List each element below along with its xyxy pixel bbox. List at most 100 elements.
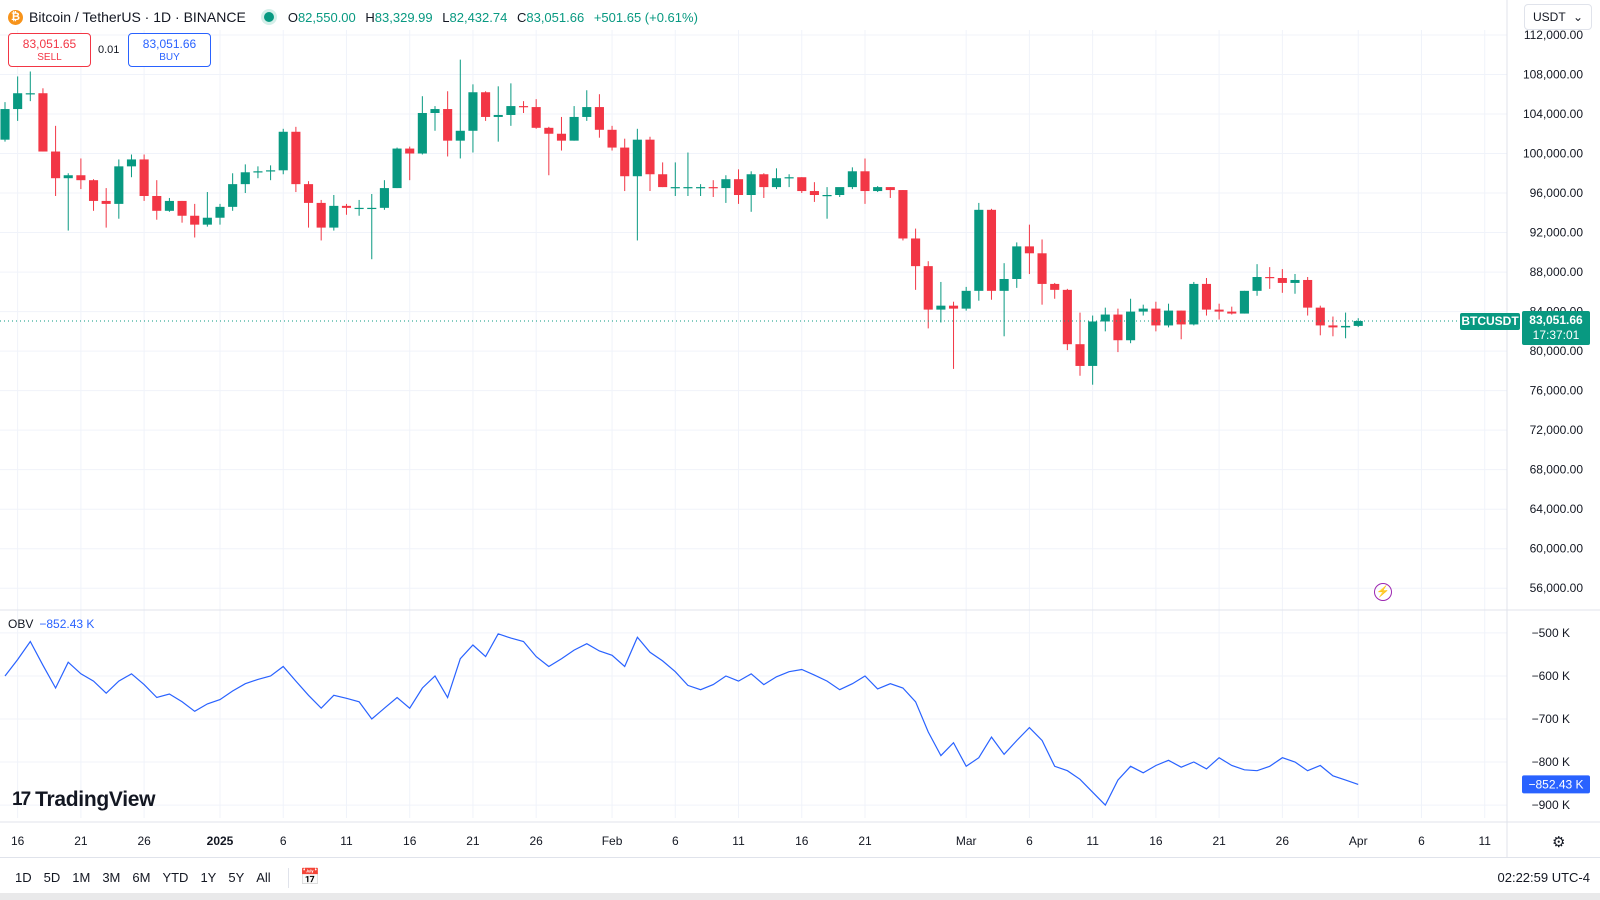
symbol-title[interactable]: Bitcoin / TetherUS · 1D · BINANCE (29, 9, 246, 25)
candle-body (379, 188, 389, 208)
candle-body (999, 278, 1009, 291)
range-3m-button[interactable]: 3M (102, 870, 121, 885)
range-all-button[interactable]: All (256, 870, 271, 885)
symbol-tag-bg (1460, 312, 1520, 330)
candle-body (544, 127, 554, 134)
candle-body (341, 205, 352, 208)
candle-body (405, 148, 415, 154)
buy-price: 83,051.66 (142, 37, 197, 51)
candle-body (1303, 279, 1313, 308)
range-1d-button[interactable]: 1D (15, 870, 32, 885)
time-tick-label: 11 (732, 834, 745, 848)
candle-body (114, 166, 124, 204)
candle-body (645, 139, 655, 175)
time-tick-label: 11 (1086, 834, 1099, 848)
candle-body (759, 174, 769, 188)
candle-body (620, 147, 630, 177)
candle-body (670, 187, 680, 189)
candle-body (885, 187, 895, 191)
candle-body (986, 209, 997, 291)
range-1m-button[interactable]: 1M (72, 870, 91, 885)
range-ytd-button[interactable]: YTD (162, 870, 189, 885)
candle-body (1151, 308, 1161, 326)
price-candles (0, 59, 1505, 385)
candle-body (974, 209, 984, 291)
axes: 56,000.00 60,000.00 64,000.00 68,000.00 72,0… (0, 0, 1600, 857)
obv-tick-label: −800 K (1532, 755, 1570, 769)
tradingview-mark-icon: 17 (12, 789, 31, 810)
low-value: 82,432.74 (449, 9, 508, 25)
candle-body (1037, 253, 1047, 284)
range-5d-button[interactable]: 5D (43, 870, 61, 885)
time-tick-label: 16 (11, 834, 25, 848)
candle-body (88, 180, 99, 201)
candle-body (228, 184, 238, 207)
candle-body (822, 195, 832, 197)
candle-body (607, 129, 617, 148)
candle-body (847, 171, 857, 188)
last-price-label: 83,051.66 (1529, 313, 1583, 327)
candle-body (658, 174, 668, 188)
clock-readout[interactable]: 02:22:59 UTC-4 (1497, 870, 1591, 885)
candle-body (0, 109, 10, 140)
obv-last-bg (1522, 775, 1590, 794)
symbol-tag: BTCUSDT (1461, 314, 1519, 328)
candle-body (367, 207, 377, 210)
price-tick-label: 100,000.00 (1523, 147, 1583, 161)
chart-header: ₿ Bitcoin / TetherUS · 1D · BINANCE O82,… (8, 6, 704, 28)
calendar-icon[interactable]: 📅 (300, 869, 320, 886)
time-tick-label: 11 (1478, 834, 1491, 848)
range-1y-button[interactable]: 1Y (200, 870, 217, 885)
obv-legend[interactable]: OBV −852.43 K (8, 617, 94, 631)
change-value: +501.65 (+0.61%) (593, 9, 698, 25)
sell-price: 83,051.65 (22, 37, 77, 51)
time-tick-label: 11 (340, 834, 353, 848)
candle-body (316, 202, 326, 228)
range-buttons: 1D 5D 1M 3M 6M YTD 1Y 5Y All (10, 868, 276, 887)
gear-icon[interactable]: ⚙ (1552, 834, 1566, 851)
candle-body (898, 190, 908, 239)
candle-body (190, 215, 200, 225)
candle-body (1341, 325, 1351, 328)
candle-body (683, 187, 693, 189)
candle-body (506, 106, 516, 115)
buy-label: BUY (159, 52, 180, 63)
candle-body (1050, 283, 1060, 290)
candle-body (215, 206, 225, 218)
candle-body (784, 177, 794, 179)
candle-body (696, 187, 706, 189)
candle-body (518, 106, 529, 108)
range-6m-button[interactable]: 6M (132, 870, 151, 885)
time-tick-label: 6 (280, 834, 287, 848)
candle-body (430, 109, 440, 113)
price-tick-label: 68,000.00 (1530, 463, 1584, 477)
candle-body (164, 200, 174, 211)
candle-body (632, 139, 642, 177)
time-tick-label: 21 (858, 834, 872, 848)
time-tick-label: 26 (137, 834, 151, 848)
candle-body (961, 290, 971, 309)
tradingview-logo[interactable]: 17 TradingView (12, 788, 155, 812)
candle-body (860, 171, 870, 192)
buy-button[interactable]: 83,051.66 BUY (128, 33, 211, 67)
sell-button[interactable]: 83,051.65 SELL (8, 33, 91, 67)
time-tick-label: 21 (1212, 834, 1226, 848)
candle-body (202, 217, 212, 225)
price-tick-label: 108,000.00 (1523, 67, 1583, 81)
candle-body (1277, 277, 1287, 283)
candle-body (13, 93, 23, 110)
obv-pane (4, 633, 1359, 807)
currency-select[interactable]: USDT ⌄ (1524, 4, 1592, 30)
sell-label: SELL (37, 52, 62, 63)
range-5y-button[interactable]: 5Y (228, 870, 245, 885)
market-status-icon[interactable] (263, 12, 274, 22)
close-value: 83,051.66 (526, 9, 585, 25)
lightning-icon[interactable]: ⚡ (1374, 583, 1392, 601)
currency-value: USDT (1533, 10, 1566, 24)
bar-countdown: 17:37:01 (1533, 328, 1580, 342)
candle-body (76, 175, 86, 181)
obv-tick-label: −700 K (1532, 712, 1570, 726)
candle-body (835, 187, 845, 196)
